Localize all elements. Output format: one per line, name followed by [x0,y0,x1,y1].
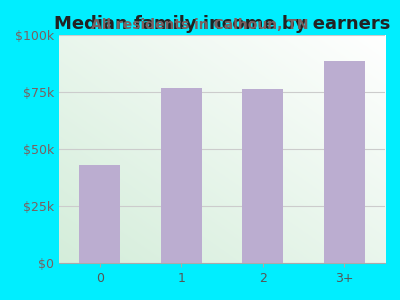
Bar [161,88,202,263]
Bar [242,89,283,263]
Text: All residents in Calhoun, TN: All residents in Calhoun, TN [91,18,309,32]
Title: Median family income by earners: Median family income by earners [54,15,390,33]
Bar [324,61,365,263]
Bar [79,165,120,263]
